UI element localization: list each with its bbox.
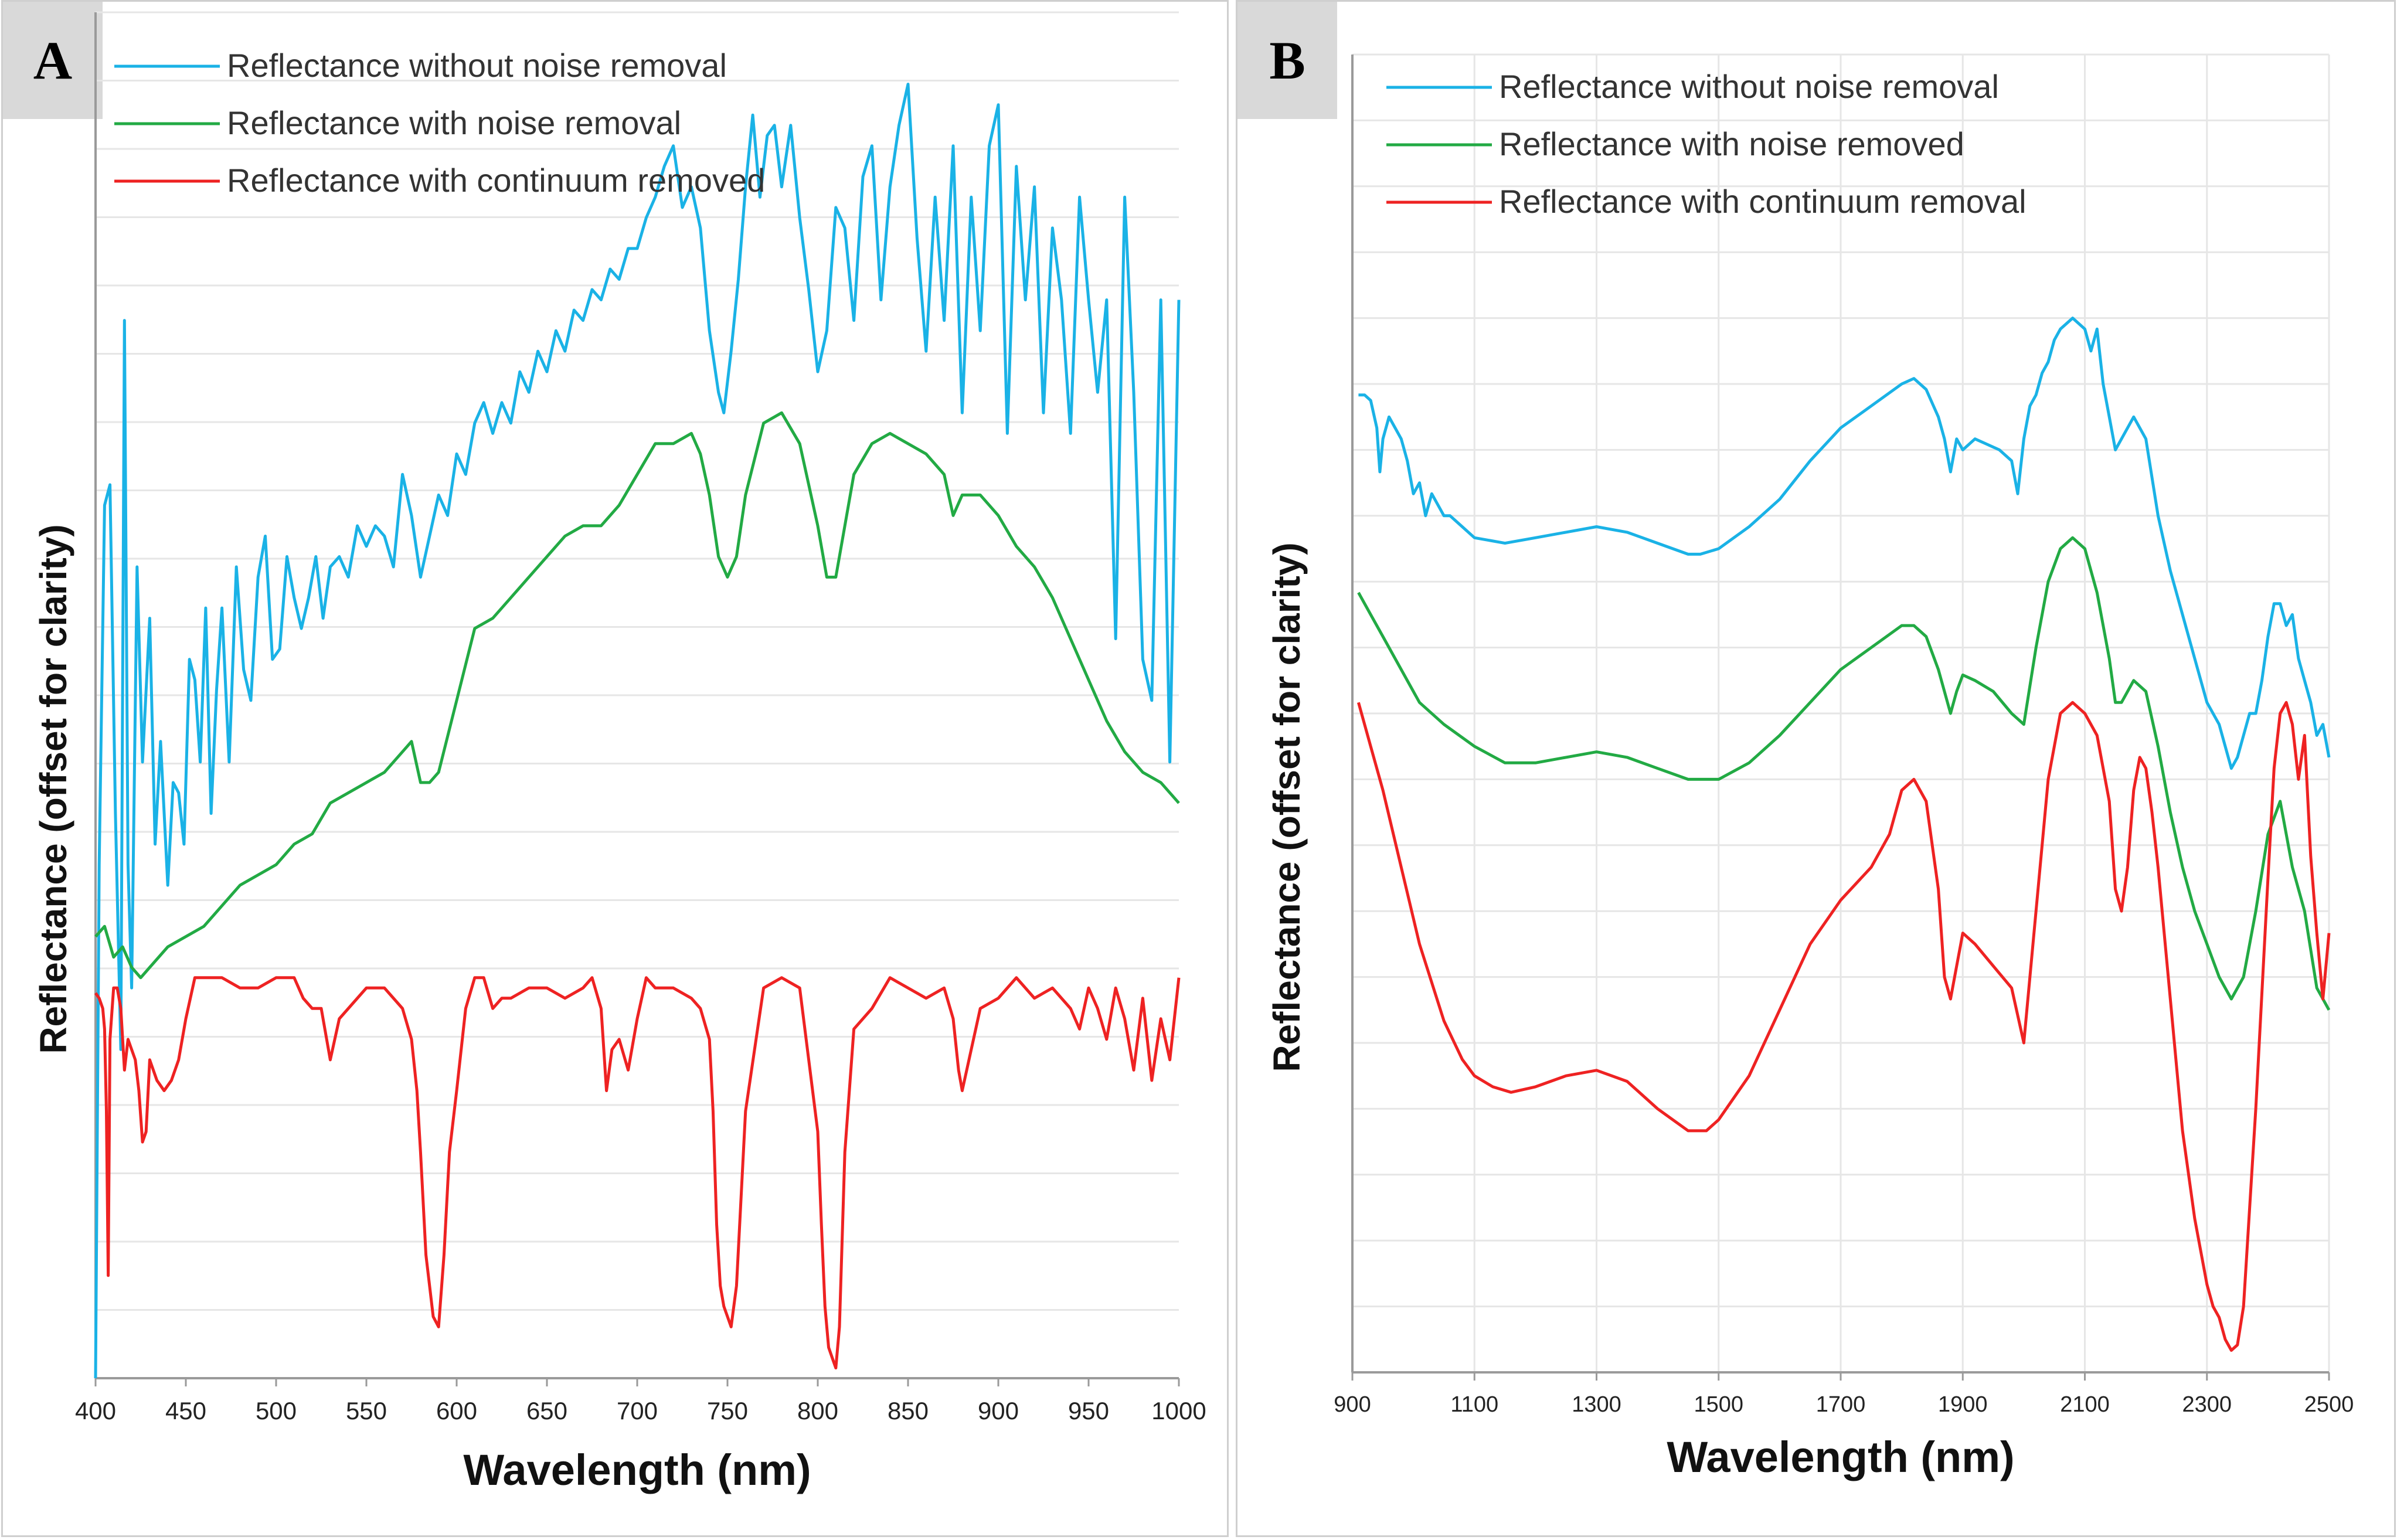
chart-b: 900 1100 1300 1500 1700 1900 2100 2300 2500 Wavel… (1266, 53, 2354, 1481)
series-line-red (1356, 701, 2331, 1352)
x-tick-label: 2300 (2182, 1392, 2232, 1417)
y-axis-label: Reflectance (offset for clarity) (1266, 542, 1308, 1072)
panel-a: A 400 450 500 550 600 650 700 750 800 850 900 950 10… (1, 0, 1229, 1537)
panel-b: B 900 1100 1300 1500 1700 1900 2100 2300 2500 Wav… (1236, 0, 2396, 1537)
x-tick-label: 400 (75, 1397, 116, 1425)
series-line-red (94, 976, 1181, 1369)
legend-entry: Reflectance with continuum removal (1499, 183, 2027, 220)
x-tick-label: 950 (1068, 1397, 1109, 1425)
y-axis-label: Reflectance (offset for clarity) (32, 524, 74, 1053)
series-line-green (1357, 536, 2331, 1011)
x-tick-label: 1100 (1450, 1392, 1498, 1417)
x-tick-label: 1300 (1572, 1392, 1621, 1417)
legend-entry: Reflectance with noise removed (1499, 125, 1964, 162)
x-tick-label: 900 (978, 1397, 1019, 1425)
x-tick-label: 700 (617, 1397, 658, 1425)
legend-entry: Reflectance without noise removal (1499, 68, 1999, 105)
x-tick-label: 1000 (1151, 1397, 1206, 1425)
x-axis-label: Wavelength (nm) (463, 1446, 811, 1494)
x-tick-label: 2100 (2060, 1392, 2110, 1417)
x-tick-label: 850 (888, 1397, 929, 1425)
panel-label-a: A (3, 2, 103, 119)
series-line-blue (1358, 317, 2331, 770)
x-tick-label: 1500 (1694, 1392, 1743, 1417)
legend-entry: Reflectance without noise removal (227, 47, 727, 84)
x-tick-label: 800 (797, 1397, 838, 1425)
x-tick-label: 450 (165, 1397, 206, 1425)
x-tick-label: 650 (526, 1397, 567, 1425)
x-tick-label: 2500 (2304, 1392, 2354, 1417)
legend-entry: Reflectance with noise removal (227, 104, 681, 141)
x-axis-label: Wavelength (nm) (1667, 1433, 2014, 1481)
x-tick-label: 1700 (1816, 1392, 1866, 1417)
x-tick-label: 1900 (1938, 1392, 1988, 1417)
x-tick-label: 500 (256, 1397, 297, 1425)
legend-entry: Reflectance with continuum removed (227, 162, 765, 199)
x-tick-label: 550 (346, 1397, 387, 1425)
chart-a: 400 450 500 550 600 650 700 750 800 850 900 950 1000… (32, 11, 1206, 1494)
panel-label-b: B (1237, 2, 1337, 119)
series-line-green (94, 411, 1180, 980)
x-tick-label: 900 (1334, 1392, 1371, 1417)
series-line-blue (94, 83, 1181, 1379)
x-tick-label: 600 (436, 1397, 477, 1425)
x-tick-label: 750 (707, 1397, 748, 1425)
